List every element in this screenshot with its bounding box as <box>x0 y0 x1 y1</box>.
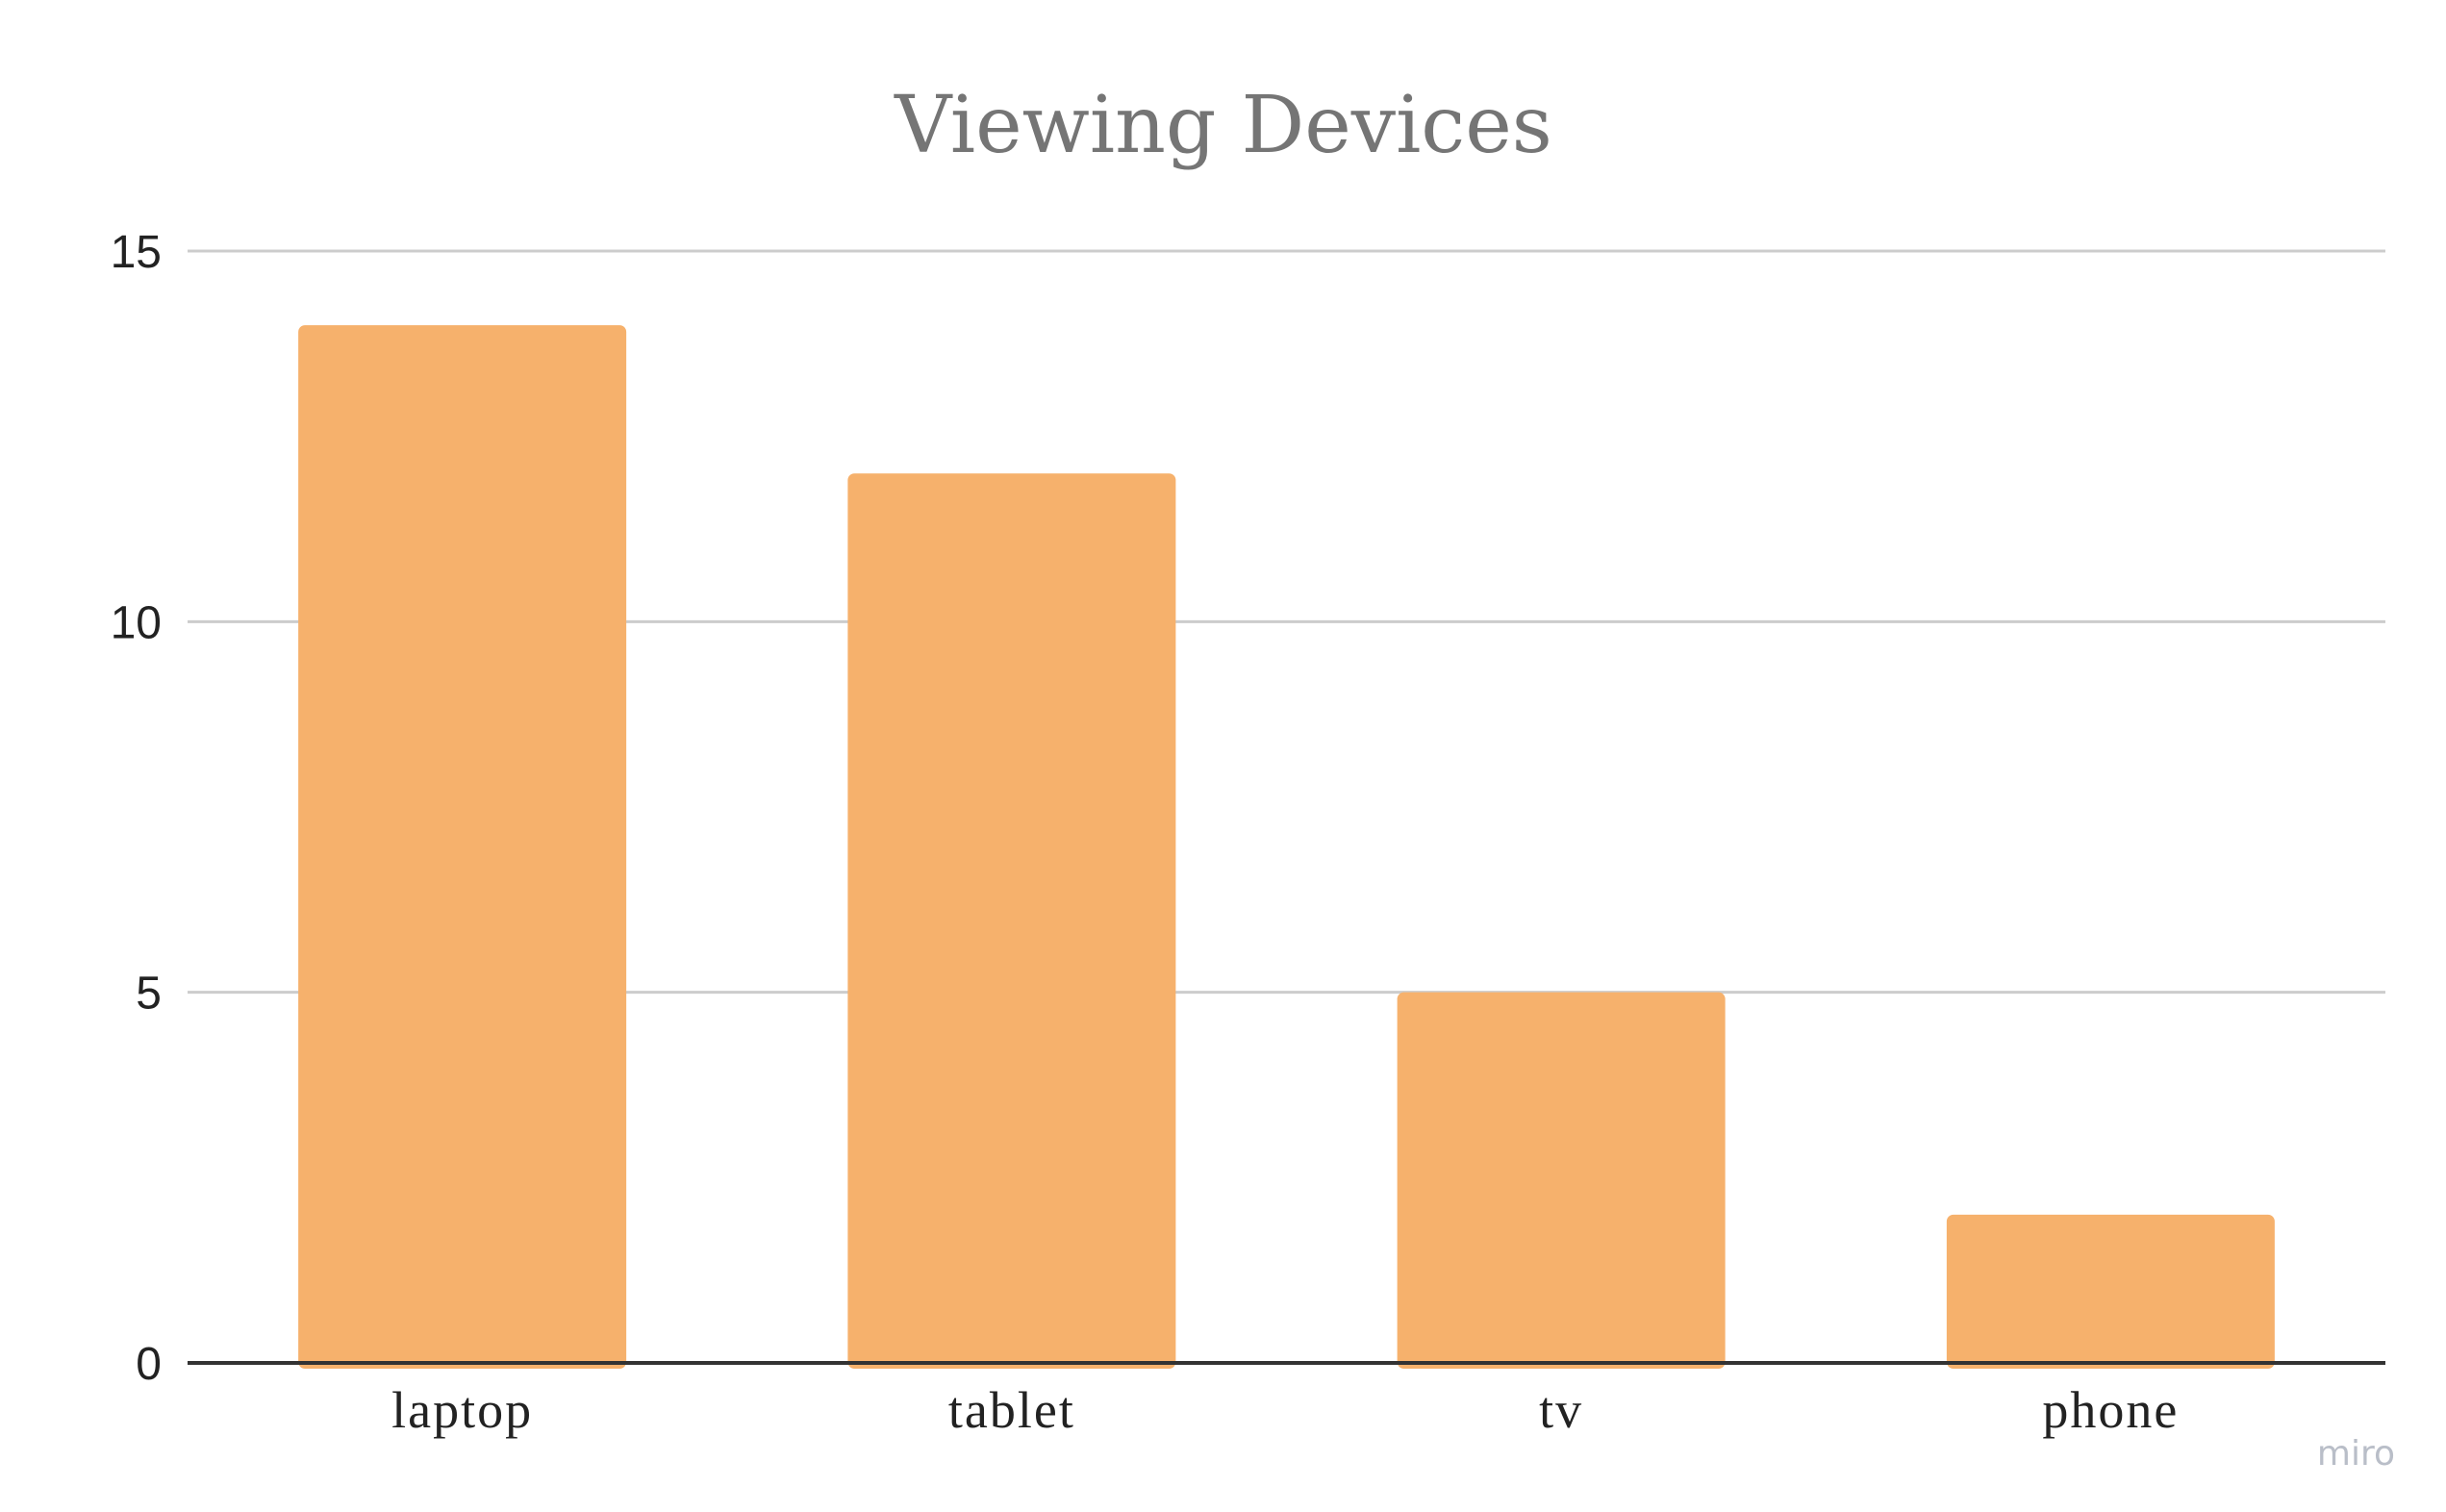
x-tick-label-laptop: laptop <box>391 1381 533 1439</box>
x-tick-label-tablet: tablet <box>948 1381 1075 1439</box>
x-tick-label-phone: phone <box>2042 1381 2179 1439</box>
x-tick-label-tv: tv <box>1539 1381 1583 1439</box>
y-tick-label: 5 <box>136 969 162 1020</box>
bar-laptop <box>298 325 627 1370</box>
y-tick-label: 10 <box>111 597 162 648</box>
bar-phone <box>1946 1214 2275 1369</box>
bars <box>298 325 2275 1370</box>
x-axis-labels: laptop tablet tv phone <box>391 1381 2179 1439</box>
bar-tablet <box>847 473 1176 1369</box>
chart-title: Viewing Devices <box>894 80 1552 171</box>
miro-watermark: miro <box>2317 1434 2395 1474</box>
y-tick-label: 0 <box>136 1339 162 1390</box>
bar-tv <box>1397 992 1726 1369</box>
y-axis-ticks: 0 5 10 15 <box>111 227 162 1390</box>
y-tick-label: 15 <box>111 227 162 278</box>
